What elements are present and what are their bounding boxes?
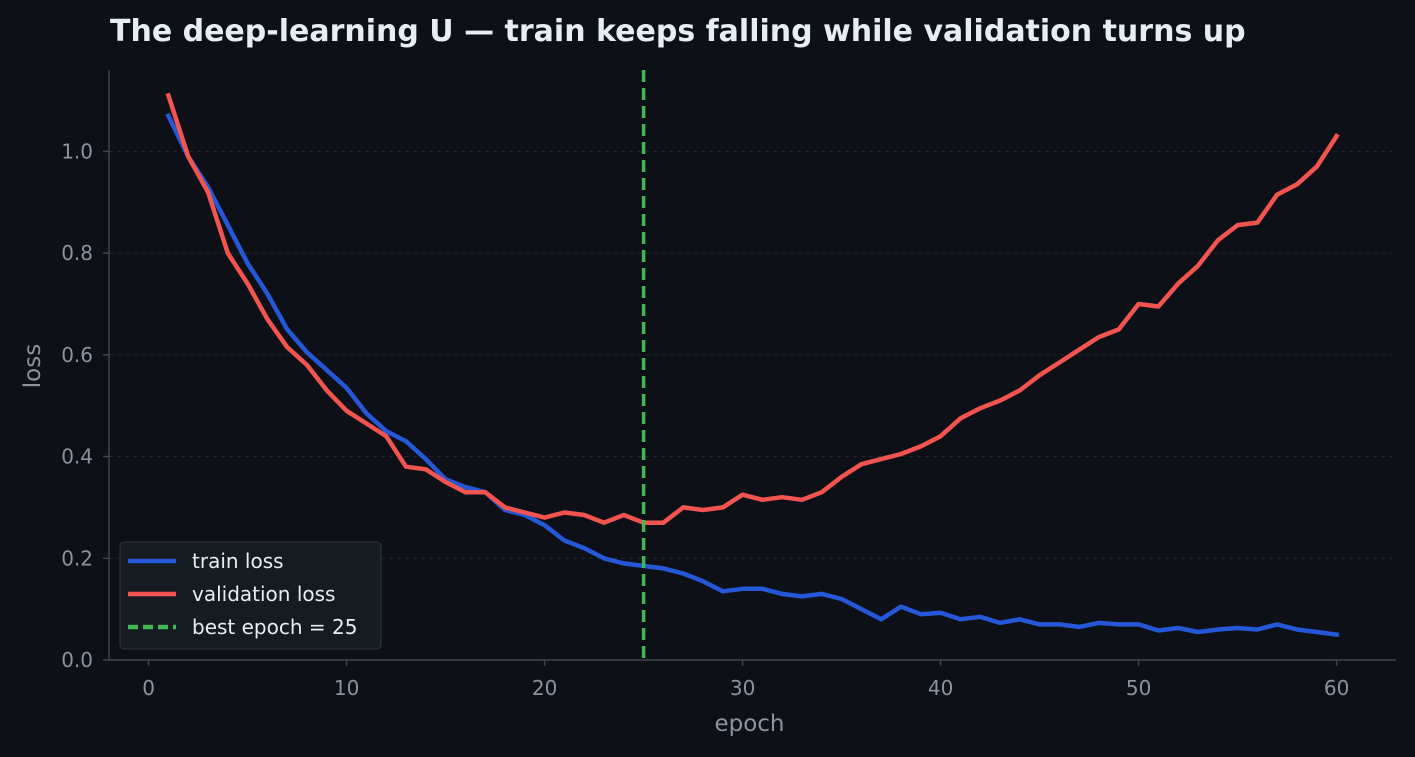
y-tick-label: 0.6 [61, 343, 93, 367]
y-tick-label: 0.0 [61, 648, 93, 672]
y-axis-label: loss [20, 344, 46, 388]
legend-box [119, 541, 382, 650]
y-tick-label: 0.8 [61, 241, 93, 265]
y-tick-label: 1.0 [61, 139, 93, 163]
y-tick-label: 0.2 [61, 546, 93, 570]
series-line-validation-loss [165, 92, 1340, 525]
series-line-train-loss [165, 112, 1340, 638]
chart-title: The deep-learning U — train keeps fallin… [110, 14, 1246, 49]
x-tick-label: 40 [928, 676, 953, 700]
grid-layer [109, 150, 1396, 559]
x-tick-label: 20 [532, 676, 557, 700]
legend: train loss validation loss best epoch = 25 [119, 541, 382, 650]
x-tick-label: 60 [1324, 676, 1349, 700]
legend-label: train loss [192, 549, 284, 573]
x-tick-label: 30 [730, 676, 755, 700]
x-tick-label: 10 [334, 676, 359, 700]
x-axis-label: epoch [714, 711, 784, 737]
x-tick-label: 0 [142, 676, 155, 700]
series-layer [165, 70, 1340, 660]
legend-label: best epoch = 25 [192, 615, 357, 639]
axis-layer: 0 10 20 30 40 50 60 0.0 0.2 0.4 0.6 0.8 1.0 epoch loss [20, 70, 1396, 737]
x-tick-label: 50 [1126, 676, 1151, 700]
legend-label: validation loss [192, 582, 335, 606]
y-tick-label: 0.4 [61, 445, 93, 469]
